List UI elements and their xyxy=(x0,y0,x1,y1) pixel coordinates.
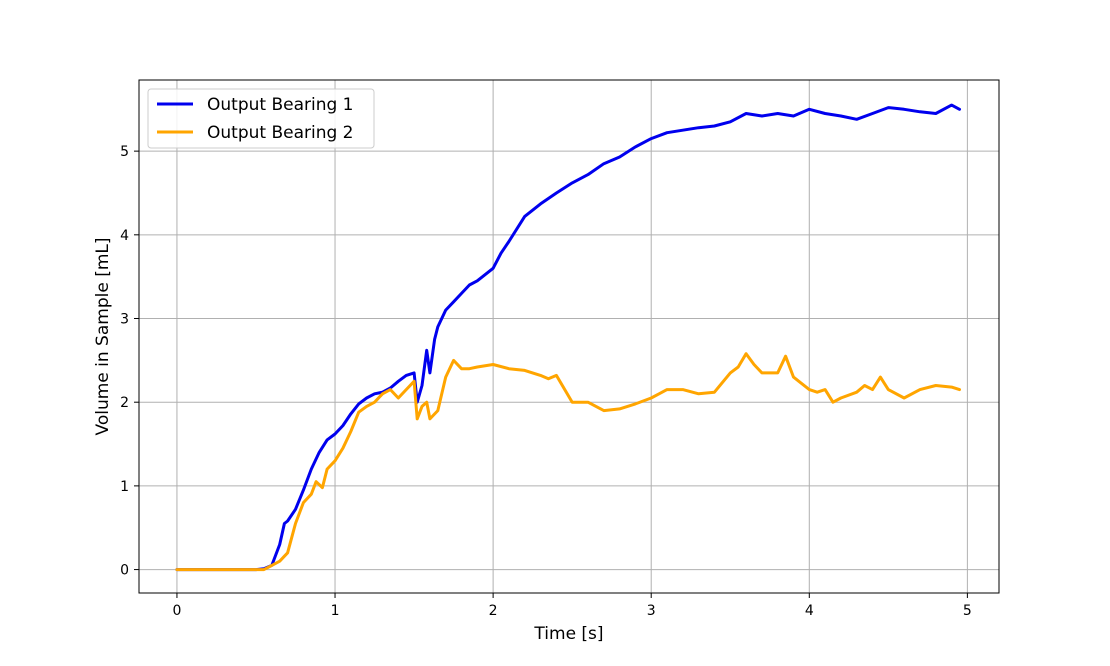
y-axis-label: Volume in Sample [mL] xyxy=(93,238,113,436)
x-tick-label: 2 xyxy=(489,603,498,619)
y-tick-label: 4 xyxy=(120,228,129,244)
series-lines xyxy=(175,103,961,572)
legend-box xyxy=(147,88,375,149)
y-tick-label: 0 xyxy=(120,563,129,579)
x-tick-label: 1 xyxy=(331,603,340,619)
x-axis-label: Time [s] xyxy=(533,624,603,644)
axis-ticks: 0 1 2 3 4 5 0 1 2 3 4 5 xyxy=(120,144,972,619)
x-tick-label: 5 xyxy=(963,603,972,619)
legend-label-series-2: Output Bearing 2 xyxy=(207,123,354,143)
x-tick-label: 3 xyxy=(647,603,656,619)
series-line-1 xyxy=(175,103,961,572)
x-tick-label: 0 xyxy=(172,603,181,619)
y-tick-label: 2 xyxy=(120,395,129,411)
legend: Output Bearing 1 Output Bearing 2 xyxy=(147,88,375,149)
grid-lines xyxy=(139,80,999,593)
legend-label-series-1: Output Bearing 1 xyxy=(207,95,354,115)
x-tick-label: 4 xyxy=(805,603,814,619)
y-tick-label: 5 xyxy=(120,144,129,160)
plot-frame xyxy=(138,79,1000,594)
y-tick-label: 1 xyxy=(120,479,129,495)
series-line-2 xyxy=(175,352,961,572)
y-tick-label: 3 xyxy=(120,312,129,328)
